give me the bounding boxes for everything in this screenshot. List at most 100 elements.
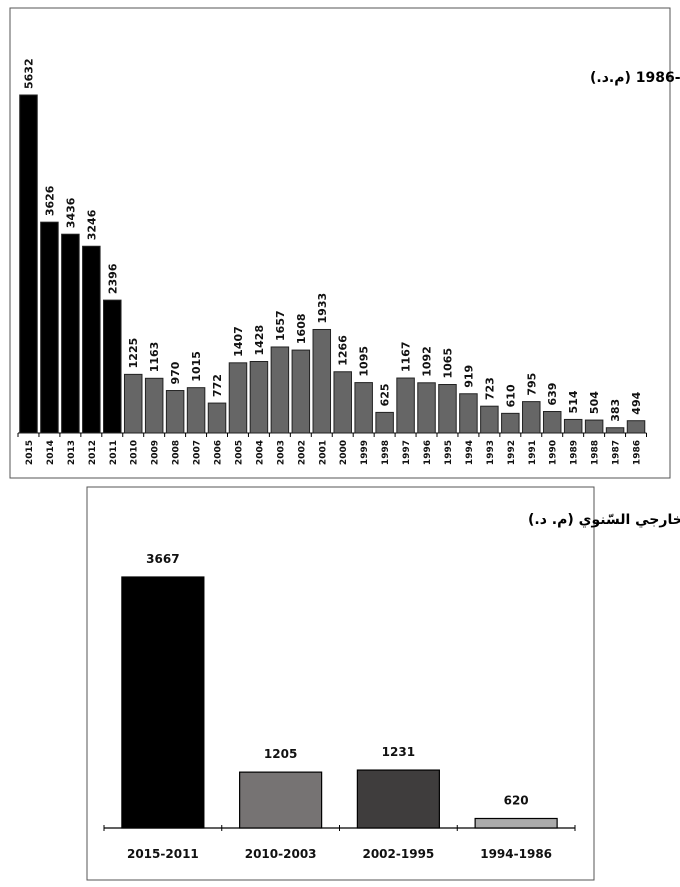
x-tick-label-2013: 2013 [67,440,77,465]
bar-2007 [186,387,206,434]
chart2-plot: 3667 2015-2011 1205 2010-2003 1231 2002-1995 6… [103,552,576,861]
bar-1990 [542,411,562,434]
data-label-1997: 1167 [400,341,413,372]
bar-2005 [228,362,248,434]
data-label-2015-2011: 3667 [146,552,179,566]
data-label-2010-2003: 1205 [264,747,297,761]
data-label-1994-1986: 620 [504,793,529,807]
x-tick-label-2010-2003: 2010-2003 [245,847,317,861]
data-label-1993: 723 [483,377,496,400]
x-tick-label-1997: 1997 [402,440,412,465]
x-tick-label-2008: 2008 [172,440,182,465]
chart2-title: رسم 16-مُعدّل الاقتراض العُمومي الخارجي … [528,512,680,529]
x-tick-label-1987: 1987 [612,440,622,465]
data-label-2006: 772 [211,374,224,397]
data-label-1988: 504 [588,391,601,414]
data-label-1996: 1092 [421,346,434,377]
bar-1997 [396,377,415,434]
bar-2008 [165,390,185,434]
data-label-2002: 1608 [295,313,308,344]
bar-1993 [480,405,499,434]
bar-2001 [312,328,332,434]
bar-2010-2003 [239,771,323,829]
bar-2011 [103,299,122,434]
bar-1991 [522,401,541,434]
bar-1994-1986 [474,817,558,829]
data-label-2012: 3246 [85,209,98,240]
x-tick-label-2014: 2014 [46,440,56,465]
x-tick-label-1996: 1996 [423,440,433,465]
data-label-2007: 1015 [190,351,203,382]
data-label-2011: 2396 [106,263,119,294]
x-tick-label-1993: 1993 [486,440,496,465]
x-tick-label-1991: 1991 [528,440,538,465]
data-label-2010: 1225 [127,338,140,369]
x-tick-label-2009: 2009 [151,440,161,465]
x-tick-label-1998: 1998 [381,440,391,465]
bar-2013 [61,233,80,434]
bar-2002-1995 [356,769,440,829]
x-tick-label-1988: 1988 [591,440,601,465]
x-tick-label-1986: 1986 [633,440,643,465]
x-tick-label-2002: 2002 [297,440,307,465]
data-label-1995: 1065 [441,348,454,379]
data-label-1994: 919 [462,365,475,388]
chart1-plot: 5632 2015 3626 2014 3436 2013 3246 2012 2396 2011… [17,58,647,465]
bar-1996 [417,382,436,434]
bar-2003 [270,346,290,434]
x-tick-label-2011: 2011 [109,440,119,465]
x-tick-label-2004: 2004 [255,440,265,465]
data-label-1989: 514 [567,390,580,413]
x-tick-label-1999: 1999 [360,440,370,465]
data-label-2002-1995: 1231 [382,745,415,759]
x-tick-label-2015: 2015 [25,440,35,465]
x-tick-label-1990: 1990 [549,440,559,465]
x-tick-label-2005: 2005 [234,440,244,465]
data-label-2005: 1407 [232,326,245,357]
bar-1989 [563,418,583,434]
data-label-2013: 3436 [64,197,77,228]
x-tick-label-2002-1995: 2002-1995 [362,847,434,861]
data-label-1990: 639 [546,383,559,406]
bar-1992 [501,412,520,434]
bar-2002 [291,349,311,434]
bar-2010 [123,373,143,434]
data-label-1986: 494 [630,391,643,414]
data-label-2001: 1933 [316,293,329,324]
x-tick-label-1994: 1994 [465,440,475,465]
x-tick-label-1995: 1995 [444,440,454,465]
chart1-title: رسم 15-القروض الجديدة (السُحوبات) 2015-1… [590,70,680,86]
bar-1995 [438,384,457,434]
x-tick-label-1989: 1989 [570,440,580,465]
bar-2006 [207,402,227,434]
data-label-1992: 610 [504,384,517,407]
data-label-2014: 3626 [43,185,56,216]
bar-2004 [249,360,269,434]
data-label-2008: 970 [169,361,182,384]
data-label-1987: 383 [609,399,622,422]
x-tick-label-1992: 1992 [507,440,517,465]
bar-2015-2011 [121,576,205,829]
bar-1987 [605,427,625,434]
data-label-2004: 1428 [253,325,266,356]
data-label-1999: 1095 [358,346,371,377]
x-tick-label-2003: 2003 [276,440,286,465]
data-label-1998: 625 [379,383,392,406]
bar-2009 [144,377,164,434]
data-label-2000: 1266 [337,335,350,366]
x-tick-label-2001: 2001 [318,440,328,465]
bar-1998 [375,411,394,434]
x-tick-label-2012: 2012 [88,440,98,465]
data-label-2009: 1163 [148,342,161,373]
bar-1994 [459,393,478,434]
bar-2000 [333,371,352,434]
bar-2015 [19,94,38,434]
x-tick-label-2000: 2000 [339,440,349,465]
data-label-2003: 1657 [274,310,287,341]
data-label-1991: 795 [525,373,538,396]
x-tick-label-2006: 2006 [214,440,224,465]
bar-1988 [584,419,604,434]
x-tick-label-2010: 2010 [130,440,140,465]
bar-2014 [40,221,59,434]
x-tick-label-2015-2011: 2015-2011 [127,847,199,861]
